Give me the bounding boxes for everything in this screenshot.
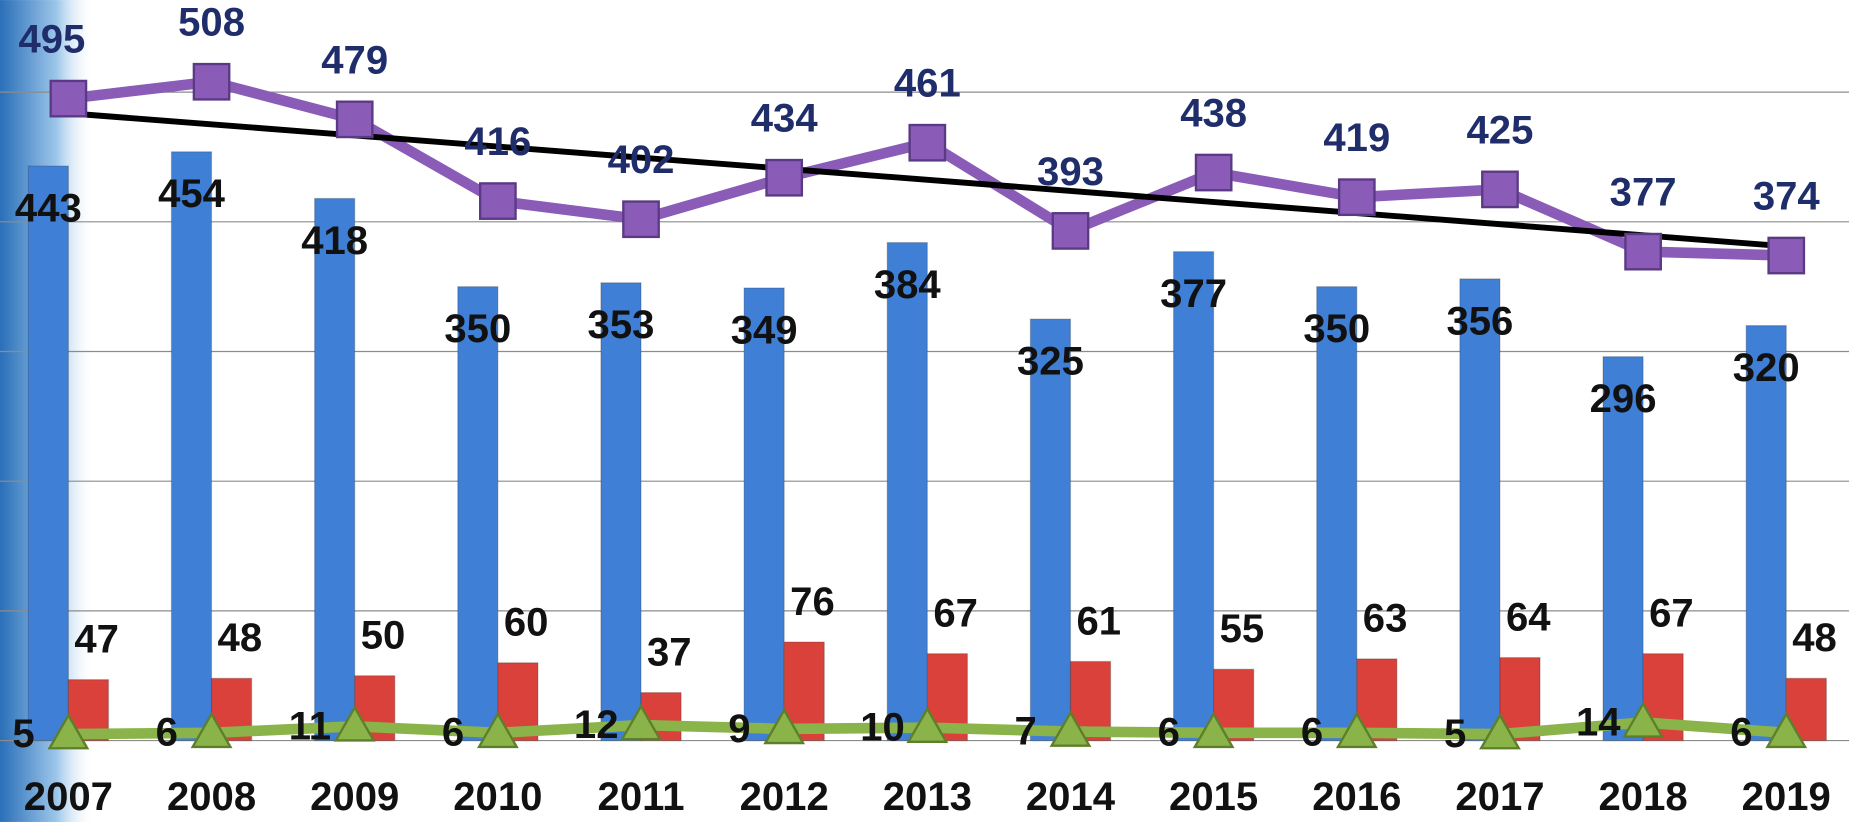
x-tick-label: 2007 [24, 775, 113, 819]
data-label: 14 [1576, 700, 1621, 744]
marker [51, 81, 86, 116]
marker [1339, 179, 1374, 214]
bar [1460, 279, 1500, 741]
data-label: 425 [1467, 108, 1534, 152]
data-label: 12 [574, 703, 619, 747]
marker [1625, 234, 1660, 269]
x-tick-label: 2013 [883, 775, 972, 819]
data-label: 508 [178, 1, 245, 45]
x-tick-label: 2019 [1742, 775, 1831, 819]
data-label: 64 [1506, 595, 1551, 639]
marker [623, 202, 658, 237]
data-label: 374 [1753, 175, 1821, 219]
data-label: 434 [751, 97, 819, 141]
data-label: 461 [894, 62, 961, 106]
bar [171, 152, 211, 741]
data-label: 393 [1037, 150, 1104, 194]
data-label: 438 [1180, 92, 1247, 136]
data-label: 67 [1649, 592, 1694, 636]
data-label: 63 [1363, 597, 1408, 641]
marker [766, 160, 801, 195]
data-label: 6 [156, 711, 178, 755]
chart: 2007 2008 2009 2010 2011 2012 2013 2014 2015 2016… [0, 0, 1849, 822]
bar [887, 243, 927, 741]
data-label: 454 [158, 172, 226, 216]
data-label: 495 [18, 18, 85, 62]
data-label: 55 [1220, 607, 1265, 651]
bar [458, 287, 498, 741]
data-label: 377 [1610, 171, 1677, 215]
bar [1174, 252, 1214, 741]
bar [744, 288, 784, 741]
marker [910, 125, 945, 160]
x-tick-label: 2009 [310, 775, 399, 819]
data-label: 350 [444, 307, 511, 351]
x-tick-label: 2015 [1169, 775, 1258, 819]
x-tick-label: 2011 [598, 775, 685, 819]
data-label: 384 [874, 263, 942, 307]
data-label: 479 [321, 38, 388, 82]
marker [1196, 155, 1231, 190]
x-tick-label: 2012 [740, 775, 829, 819]
page: {"chart_data": {"type": "bar-line", "cat… [0, 0, 1849, 822]
x-tick-label: 2008 [167, 775, 256, 819]
data-label: 61 [1076, 599, 1121, 643]
data-label: 419 [1323, 116, 1390, 160]
data-label: 5 [12, 712, 34, 756]
data-label: 356 [1446, 299, 1513, 343]
data-label: 7 [1015, 709, 1037, 753]
bar [1317, 287, 1357, 741]
marker [1769, 238, 1804, 273]
x-tick-label: 2017 [1455, 775, 1544, 819]
data-label: 48 [218, 616, 263, 660]
data-label: 418 [301, 219, 368, 263]
data-label: 402 [608, 138, 675, 182]
marker [1482, 172, 1517, 207]
bar [28, 166, 68, 741]
data-label: 37 [647, 630, 692, 674]
data-label: 11 [289, 704, 331, 748]
data-label: 5 [1444, 712, 1466, 756]
data-label: 6 [442, 711, 464, 755]
bar [315, 198, 355, 740]
x-tick-label: 2010 [453, 775, 542, 819]
data-label: 76 [790, 580, 835, 624]
data-label: 50 [361, 614, 406, 658]
data-label: 349 [731, 308, 798, 352]
data-label: 416 [464, 120, 531, 164]
data-label: 350 [1303, 307, 1370, 351]
x-tick-label: 2014 [1026, 775, 1116, 819]
marker [194, 64, 229, 99]
data-label: 6 [1301, 711, 1323, 755]
marker [337, 102, 372, 137]
data-label: 6 [1730, 711, 1752, 755]
data-label: 325 [1017, 339, 1084, 383]
data-label: 48 [1792, 616, 1837, 660]
data-label: 47 [74, 617, 119, 661]
x-tick-label: 2018 [1599, 775, 1688, 819]
data-label: 353 [588, 303, 655, 347]
data-label: 443 [15, 186, 82, 230]
bar [601, 283, 641, 741]
data-label: 60 [504, 601, 549, 645]
data-label: 320 [1733, 346, 1800, 390]
marker [480, 183, 515, 218]
data-label: 296 [1590, 377, 1657, 421]
x-tick-label: 2016 [1312, 775, 1401, 819]
data-label: 10 [860, 706, 905, 750]
marker [1053, 213, 1088, 248]
data-label: 377 [1160, 272, 1227, 316]
data-label: 9 [728, 707, 750, 751]
data-label: 6 [1158, 711, 1180, 755]
data-label: 67 [933, 592, 978, 636]
